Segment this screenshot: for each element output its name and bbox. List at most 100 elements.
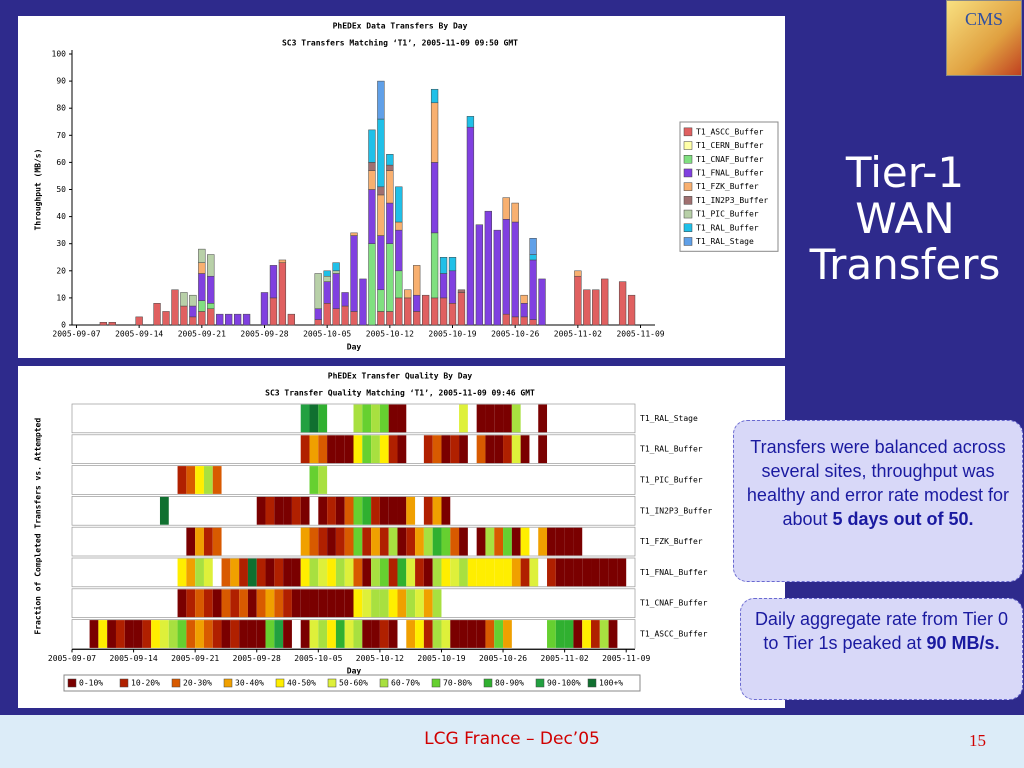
bar-segment — [395, 270, 403, 299]
quality-cell — [335, 496, 345, 525]
quality-cell — [195, 589, 204, 618]
quality-cell — [318, 404, 328, 433]
quality-cell — [362, 527, 372, 556]
bar-segment — [386, 202, 394, 244]
quality-cell — [371, 589, 380, 618]
quality-cell — [406, 620, 416, 648]
legend-box — [679, 121, 779, 252]
bar-segment — [350, 232, 358, 236]
bar-segment — [538, 278, 546, 326]
x-tick-label: 2005-09-21 — [171, 654, 219, 663]
x-tick-label: 2005-09-21 — [178, 330, 226, 339]
quality-cell — [230, 589, 240, 618]
quality-cell — [115, 620, 125, 648]
bar-segment — [511, 316, 519, 326]
quality-cell — [335, 620, 345, 648]
bar-segment — [189, 294, 197, 307]
x-tick-label: 2005-09-07 — [48, 654, 96, 663]
quality-cell — [203, 527, 213, 556]
legend-label: 60-70% — [391, 679, 420, 688]
bar-segment — [377, 311, 385, 326]
quality-cell — [318, 558, 328, 587]
quality-cell — [450, 435, 460, 464]
bar-segment — [180, 305, 188, 326]
quality-cell — [459, 527, 468, 556]
legend-label: 20-30% — [183, 679, 212, 688]
quality-cell — [353, 435, 363, 464]
y-axis-label: Throughput (MB/s) — [34, 149, 43, 231]
bar-segment — [448, 270, 457, 304]
bar-segment — [207, 275, 215, 304]
quality-cell — [406, 496, 416, 525]
quality-cell — [353, 527, 363, 556]
quality-cell — [591, 558, 600, 587]
quality-cell — [379, 527, 389, 556]
quality-cell — [371, 404, 380, 433]
bar-segment — [189, 305, 197, 318]
bar-segment — [135, 316, 143, 326]
bar-segment — [189, 316, 197, 326]
legend-swatch — [379, 678, 389, 688]
bar-segment — [332, 273, 340, 309]
bar-segment — [377, 194, 385, 236]
x-tick-label: 2005-10-26 — [491, 330, 539, 339]
x-tick-label: 2005-10-19 — [428, 330, 476, 339]
bar-segment — [332, 308, 340, 326]
legend-label: 70-80% — [443, 679, 472, 688]
y-tick-label: 0 — [61, 321, 66, 330]
bar-segment — [386, 243, 394, 312]
quality-cell — [555, 527, 565, 556]
quality-cell — [362, 404, 372, 433]
quality-cell — [415, 527, 424, 556]
quality-cell — [344, 527, 354, 556]
quality-cell — [353, 558, 363, 587]
quality-cell — [300, 527, 310, 556]
bar-segment — [359, 278, 367, 326]
bar-segment — [520, 303, 528, 318]
y-tick-label: 90 — [56, 77, 66, 86]
quality-cell — [186, 527, 196, 556]
quality-cell — [318, 589, 328, 618]
x-tick-label: 2005-11-09 — [616, 330, 664, 339]
quality-cell — [529, 558, 539, 587]
quality-cell — [177, 589, 187, 618]
quality-cell — [195, 620, 204, 648]
quality-cell — [441, 527, 451, 556]
legend-swatch — [587, 678, 597, 688]
quality-cell — [353, 404, 363, 433]
quality-cell — [406, 527, 416, 556]
quality-cell — [608, 558, 618, 587]
quality-cell — [318, 620, 328, 648]
quality-cell — [239, 620, 248, 648]
quality-cell — [459, 620, 468, 648]
quality-cell — [573, 620, 583, 648]
quality-cell — [582, 558, 592, 587]
y-tick-label: 70 — [56, 131, 66, 140]
quality-cell — [177, 466, 187, 494]
legend-swatch — [327, 678, 337, 688]
chart-subtitle: SC3 Transfers Matching ‘T1’, 2005-11-09 … — [282, 38, 518, 48]
quality-cell — [239, 589, 248, 618]
chart-title: PhEDEx Transfer Quality By Day — [328, 371, 473, 381]
slide-title: Tier-1 WAN Transfers — [790, 150, 1020, 288]
x-tick-label: 2005-09-07 — [52, 330, 100, 339]
quality-cell — [485, 435, 495, 464]
quality-cell — [309, 558, 319, 587]
quality-cell — [344, 496, 354, 525]
bar-segment — [198, 273, 206, 301]
bar-segment — [332, 262, 340, 272]
legend-label: 10-20% — [131, 679, 160, 688]
bar-segment — [439, 273, 448, 299]
quality-cell — [432, 496, 442, 525]
quality-cell — [203, 466, 213, 494]
bar-segment — [314, 273, 322, 309]
legend-swatch — [683, 168, 693, 178]
row-label: T1_RAL_Stage — [640, 414, 698, 423]
quality-cell — [221, 620, 231, 648]
quality-cell — [327, 527, 336, 556]
quality-cell — [353, 496, 363, 525]
quality-cell — [353, 589, 363, 618]
x-tick-label: 2005-10-26 — [479, 654, 527, 663]
bar-segment — [108, 322, 116, 326]
quality-cell — [300, 435, 310, 464]
